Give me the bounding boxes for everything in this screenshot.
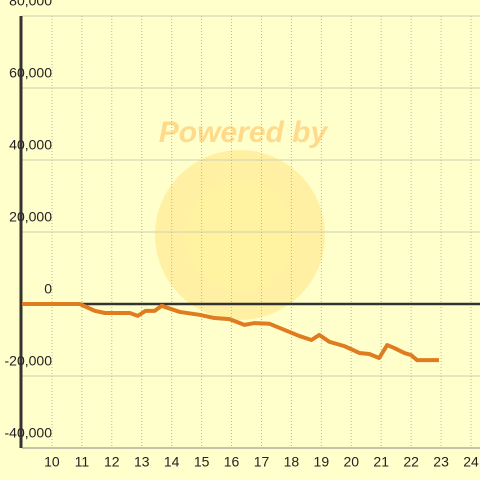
- y-tick-label: -40,000: [5, 425, 53, 441]
- y-tick-label: 20,000: [9, 209, 52, 225]
- x-tick-label: 16: [224, 454, 240, 470]
- x-tick-label: 20: [343, 454, 359, 470]
- y-tick-label: 60,000: [9, 65, 52, 81]
- x-tick-label: 24: [463, 454, 479, 470]
- x-tick-label: 10: [44, 454, 60, 470]
- x-tick-label: 23: [433, 454, 449, 470]
- y-tick-label: 80,000: [9, 0, 52, 9]
- watermark-logo-core: [185, 180, 295, 290]
- y-tick-label: -20,000: [5, 353, 53, 369]
- x-tick-label: 15: [194, 454, 210, 470]
- y-tick-label: 0: [44, 281, 52, 297]
- y-tick-label: 40,000: [9, 137, 52, 153]
- x-tick-label: 22: [403, 454, 419, 470]
- x-tick-label: 11: [75, 454, 90, 470]
- x-tick-label: 21: [373, 454, 389, 470]
- x-tick-label: 19: [314, 454, 330, 470]
- x-tick-label: 13: [134, 454, 150, 470]
- watermark: Powered by: [159, 116, 329, 149]
- x-tick-label: 14: [164, 454, 180, 470]
- x-tick-label: 12: [104, 454, 120, 470]
- line-series: [22, 302, 439, 363]
- x-tick-label: 18: [284, 454, 300, 470]
- x-tick-label: 17: [254, 454, 270, 470]
